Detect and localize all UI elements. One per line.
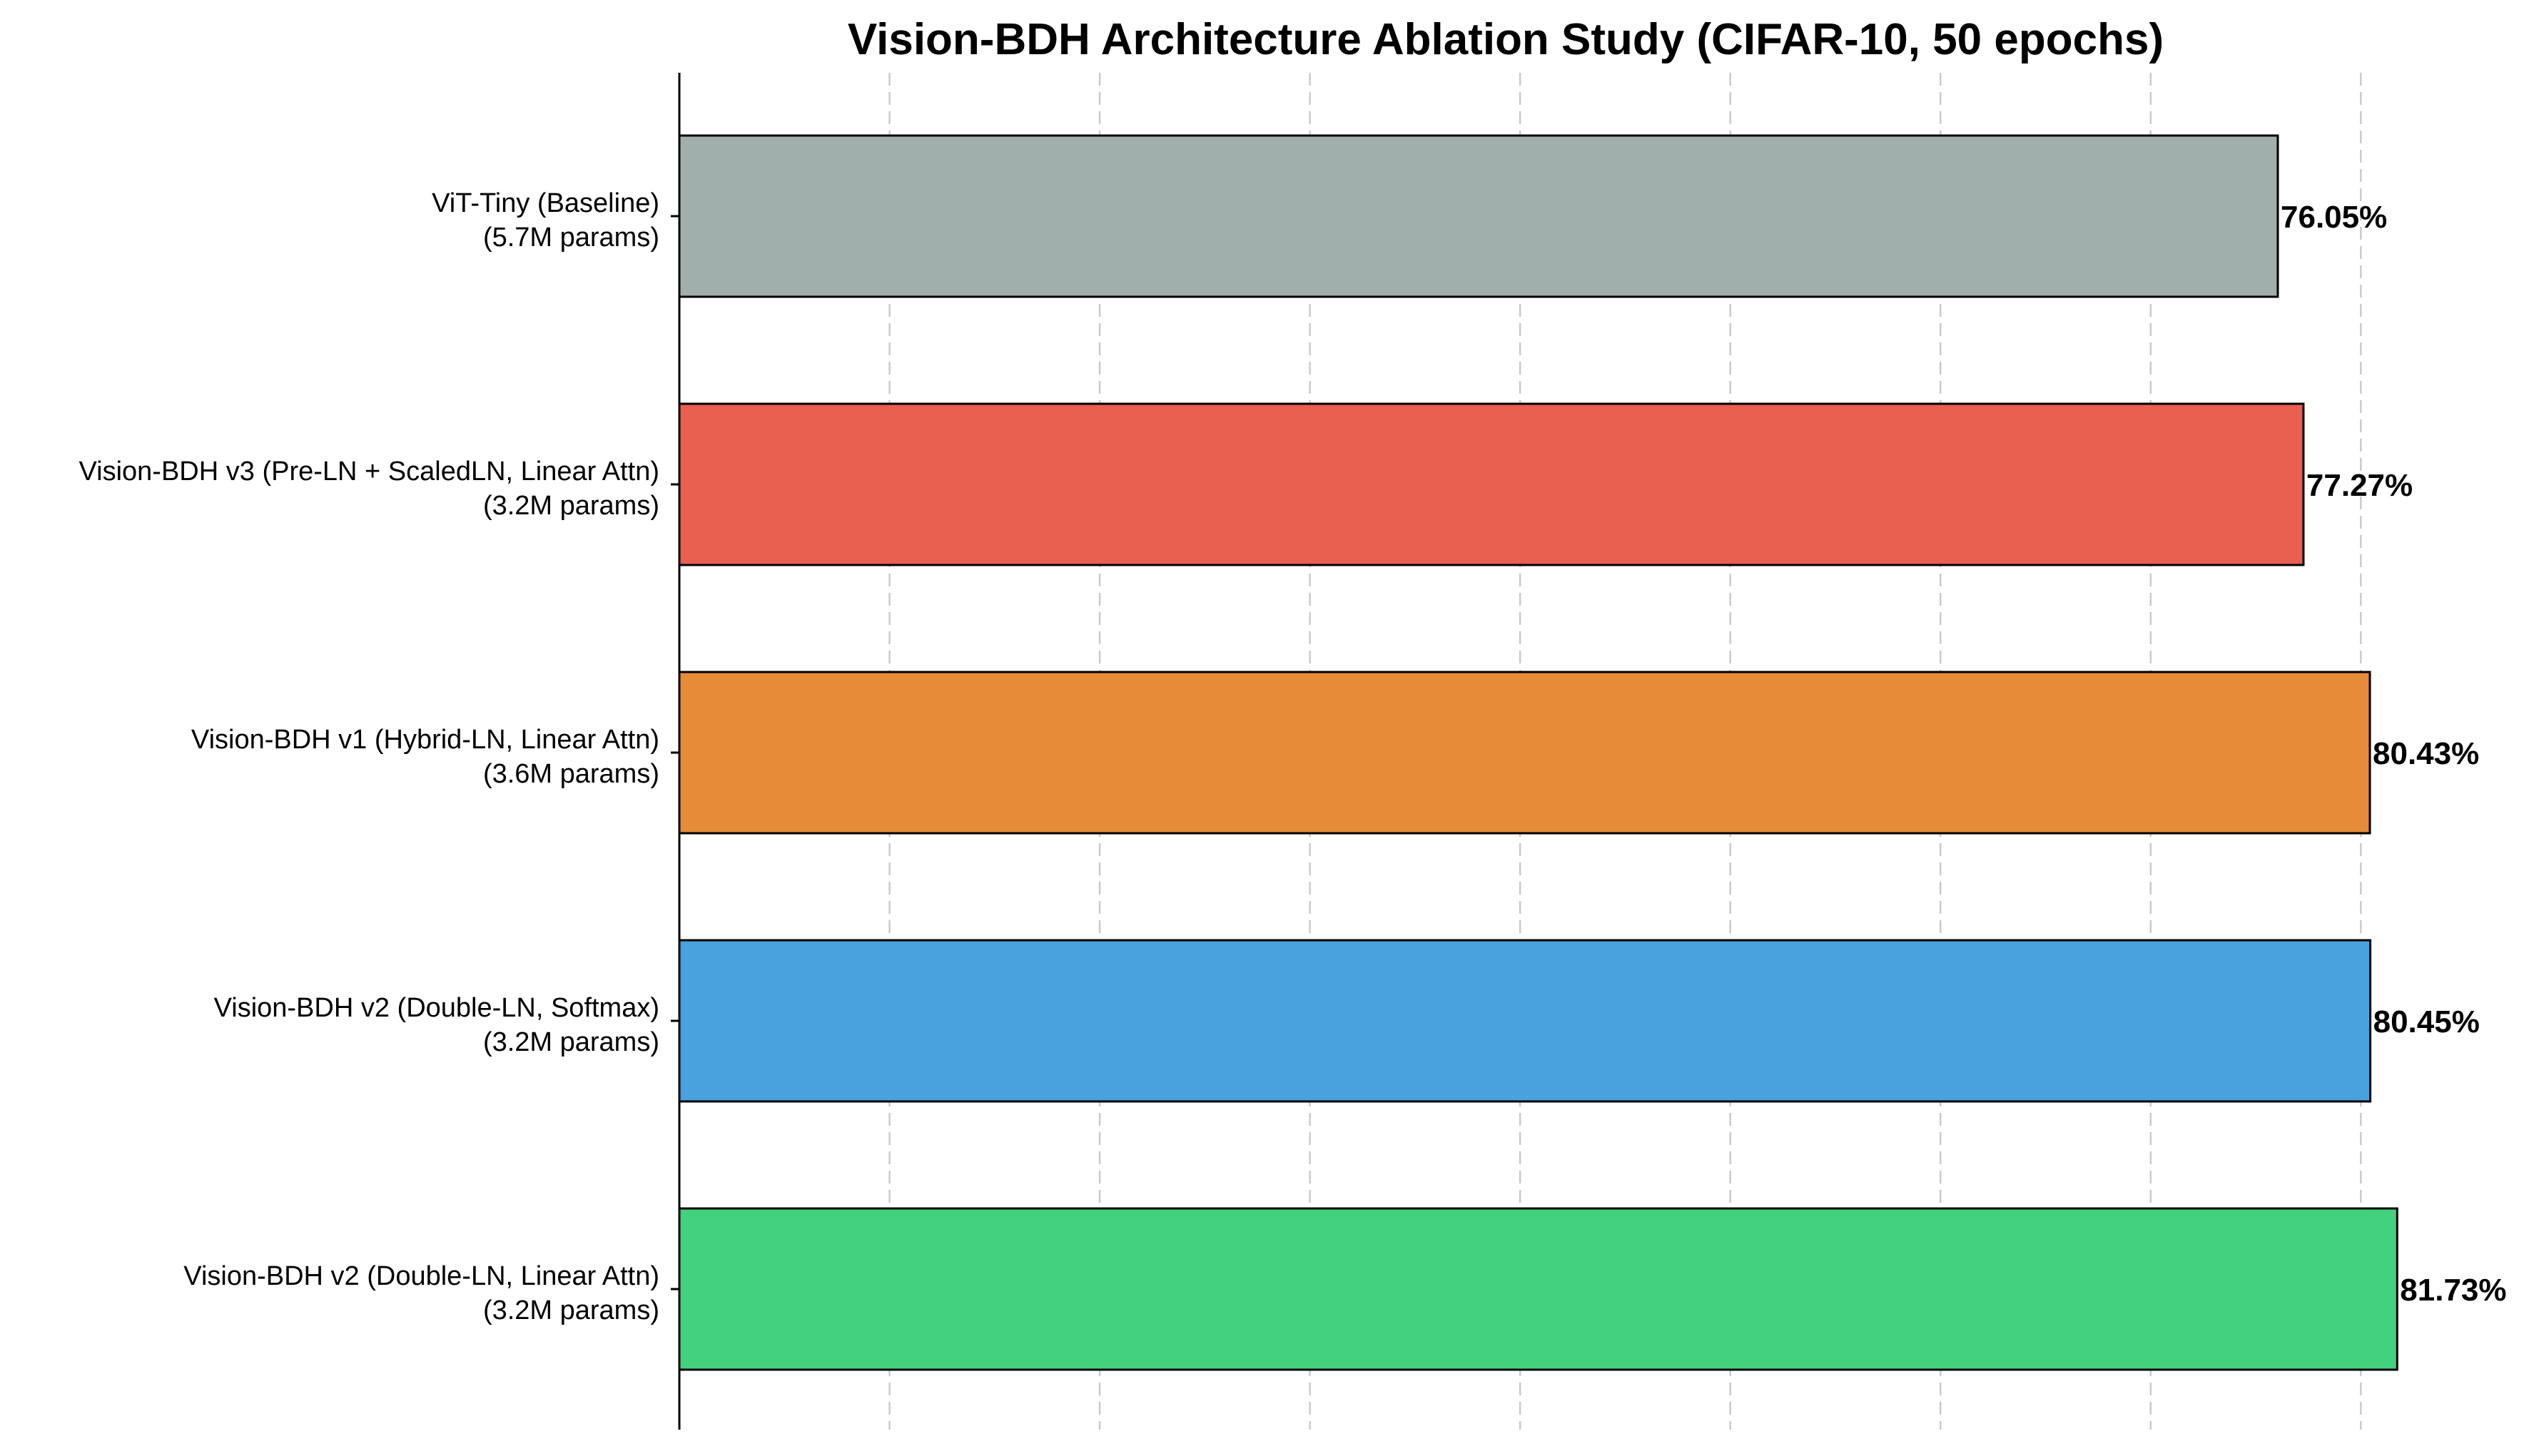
category-label-1-line2: (5.7M params)	[483, 223, 659, 253]
category-label-2-line1: Vision-BDH v3 (Pre-LN + ScaledLN, Linear…	[79, 457, 660, 487]
category-label-4-line2: (3.2M params)	[483, 1027, 659, 1057]
value-label-2: 77.27%	[2306, 468, 2413, 503]
value-label-3: 80.43%	[2373, 736, 2479, 771]
value-label-1: 76.05%	[2281, 200, 2387, 235]
category-label-5-line1: Vision-BDH v2 (Double-LN, Linear Attn)	[183, 1261, 659, 1291]
bar-layer	[678, 134, 2398, 1371]
category-label-3-line2: (3.6M params)	[483, 759, 659, 789]
value-label-5: 81.73%	[2400, 1273, 2506, 1308]
bar-1	[678, 134, 2279, 298]
bar-5	[678, 1207, 2398, 1371]
category-label-1-line1: ViT-Tiny (Baseline)	[432, 188, 659, 218]
category-label-3-line1: Vision-BDH v1 (Hybrid-LN, Linear Attn)	[191, 725, 659, 755]
category-label-2-line2: (3.2M params)	[483, 491, 659, 521]
category-label-4-line1: Vision-BDH v2 (Double-LN, Softmax)	[214, 993, 659, 1023]
value-label-4: 80.45%	[2373, 1004, 2480, 1039]
label-layer: ViT-Tiny (Baseline) (5.7M params) 76.05% Vi…	[79, 188, 2507, 1325]
bar-3	[678, 671, 2371, 835]
chart-title: Vision-BDH Architecture Ablation Study (…	[848, 15, 2164, 64]
bar-2	[678, 402, 2305, 566]
category-label-5-line2: (3.2M params)	[483, 1295, 659, 1325]
bar-4	[678, 939, 2372, 1103]
axis-layer	[671, 73, 681, 1430]
